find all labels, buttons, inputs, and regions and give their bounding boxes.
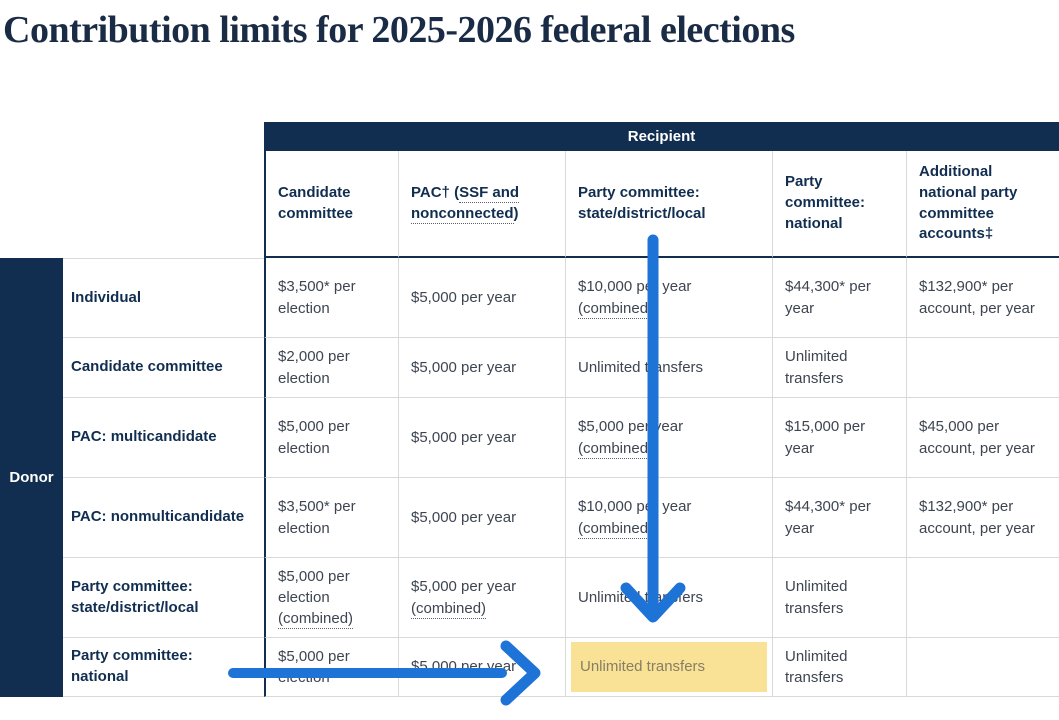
cell-text: Unlimited transfers	[578, 358, 704, 376]
cell-text: Unlimited transfers	[580, 658, 706, 676]
cell-text: $45,000 per account, per year	[919, 418, 1035, 457]
cell-text: $5,000 per election	[278, 567, 350, 606]
table-cell: $5,000 per year	[399, 398, 566, 478]
table-cell	[907, 558, 1059, 638]
cell-text: $15,000 per year	[785, 418, 866, 457]
glossary-term[interactable]: SSF and nonconnected	[411, 183, 520, 224]
row-label: PAC: multicandidate	[63, 398, 264, 478]
cell-text: $44,300* per year	[785, 498, 871, 537]
table-cell: Unlimited transfers	[566, 338, 773, 398]
table-cell: $5,000 per year (combined)	[399, 558, 566, 638]
column-header-party-committee-national: Party committee: national	[773, 151, 907, 258]
glossary-term[interactable]: (combined)	[578, 519, 654, 539]
cell-text: $5,000 per year	[411, 578, 517, 596]
table-cell: $5,000 per year	[399, 478, 566, 558]
column-header-pac-ssf-nonconnected: PAC† (SSF and nonconnected)	[399, 151, 566, 258]
table-cell	[907, 638, 1059, 697]
cell-text: $5,000 per year	[411, 428, 517, 446]
cell-text: Party committee: state/district/local	[578, 183, 706, 222]
table-cell: $5,000 per year	[399, 638, 566, 697]
table-cell: Unlimited transfers	[566, 558, 773, 638]
table-cell	[907, 338, 1059, 398]
cell-text: $3,500* per election	[278, 278, 356, 317]
cell-text: Unlimited transfers	[785, 348, 848, 387]
cell-text: $132,900* per account, per year	[919, 278, 1035, 317]
table-cell: $44,300* per year	[773, 258, 907, 338]
glossary-term[interactable]: (combined)	[578, 299, 654, 319]
highlight-box: Unlimited transfers	[571, 642, 767, 692]
cell-text: Additional national party committee acco…	[919, 163, 1018, 243]
cell-text: $10,000 per year	[578, 498, 692, 516]
cell-text: $5,000 per year	[411, 658, 517, 676]
column-header-party-committee-state-district-local: Party committee: state/district/local	[566, 151, 773, 258]
row-label: Candidate committee	[63, 338, 264, 398]
row-label: Party committee: national	[63, 638, 264, 697]
table-cell: $5,000 per year (combined)	[566, 398, 773, 478]
recipient-header: Recipient	[264, 122, 1059, 151]
cell-text: PAC† (	[411, 183, 460, 201]
table-cell: $5,000 per year	[399, 338, 566, 398]
cell-text: $132,900* per account, per year	[919, 498, 1035, 537]
cell-text: $5,000 per year	[578, 418, 684, 436]
contribution-limits-table: Recipient Donor Candidate committee PAC† …	[0, 122, 1059, 697]
table-cell: $10,000 per year (combined)	[566, 478, 773, 558]
cell-text: Unlimited transfers	[578, 588, 704, 606]
table-cell: $132,900* per account, per year	[907, 478, 1059, 558]
cell-text: $2,000 per election	[278, 348, 350, 387]
table-cell: $5,000 per election	[264, 398, 399, 478]
page-title: Contribution limits for 2025-2026 federa…	[3, 9, 795, 51]
table-cell: Unlimited transfers	[566, 638, 773, 697]
cell-text: $5,000 per year	[411, 508, 517, 526]
cell-text: $5,000 per election	[278, 418, 350, 457]
table-cell: $5,000 per election (combined)	[264, 558, 399, 638]
table-cell: $5,000 per year	[399, 258, 566, 338]
table-cell: $3,500* per election	[264, 258, 399, 338]
table-cell: $44,300* per year	[773, 478, 907, 558]
cell-text: $5,000 per election	[278, 647, 350, 686]
row-label: Individual	[63, 258, 264, 338]
cell-text: ***	[329, 668, 342, 679]
cell-text: Candidate committee	[278, 183, 354, 222]
table-cell: $2,000 per election	[264, 338, 399, 398]
glossary-term[interactable]: (combined)	[278, 610, 354, 630]
cell-text: $3,500* per election	[278, 498, 356, 537]
column-header-candidate-committee: Candidate committee	[264, 151, 399, 258]
glossary-term[interactable]: (combined)	[411, 599, 487, 619]
row-label: PAC: nonmulticandidate	[63, 478, 264, 558]
cell-text: Unlimited transfers	[785, 647, 848, 686]
cell-text: Unlimited transfers	[785, 578, 848, 617]
table-cell: $5,000 per election***	[264, 638, 399, 697]
table-cell: $45,000 per account, per year	[907, 398, 1059, 478]
table-cell: Unlimited transfers	[773, 558, 907, 638]
donor-header: Donor	[0, 258, 63, 697]
table-cell: Unlimited transfers	[773, 338, 907, 398]
cell-text: $10,000 per year	[578, 278, 692, 296]
table-cell: $132,900* per account, per year	[907, 258, 1059, 338]
cell-text: Party committee: national	[785, 173, 866, 232]
cell-text: $5,000 per year	[411, 358, 517, 376]
glossary-term[interactable]: (combined)	[578, 439, 654, 459]
table-cell: $15,000 per year	[773, 398, 907, 478]
column-header-additional-national-party-accounts: Additional national party committee acco…	[907, 151, 1059, 258]
cell-text: $44,300* per year	[785, 278, 871, 317]
table-cell: Unlimited transfers	[773, 638, 907, 697]
row-label: Party committee: state/district/local	[63, 558, 264, 638]
cell-text: )	[513, 204, 519, 222]
table-cell: $10,000 per year (combined)	[566, 258, 773, 338]
cell-text: $5,000 per year	[411, 288, 517, 306]
table-cell: $3,500* per election	[264, 478, 399, 558]
